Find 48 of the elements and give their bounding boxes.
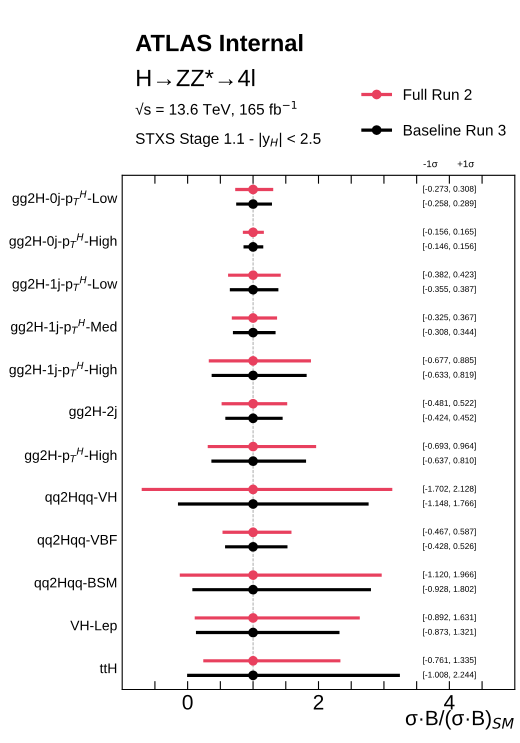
text: H→ZZ*→4l [137, 68, 254, 86]
annotation: [-0.677, 0.885] [423, 356, 476, 365]
annotation: [-0.325, 0.367] [423, 314, 476, 322]
annotation: [-0.258, 0.289] [423, 200, 476, 208]
y-tick-label: qq2Hqq-VBF [38, 534, 117, 548]
x-axis-title: σ·B/(σ·B)$_{SM}$ [406, 710, 514, 730]
annotation: [-0.637, 0.810] [423, 457, 476, 466]
legend-label: Full Run 2 [404, 88, 472, 100]
annotation: [-0.428, 0.526] [423, 542, 476, 551]
annotation: [-0.273, 0.308] [423, 186, 476, 194]
y-tick-label: qq2Hqq-VH [45, 492, 116, 505]
y-tick-label: gg2H-2j [69, 406, 116, 419]
y-tick-label: qq2Hqq-BSM [34, 578, 116, 590]
annotation: [-0.382, 0.423] [423, 271, 476, 280]
x-tick-label: 0 [182, 694, 193, 710]
annotation: [-0.146, 0.156] [423, 243, 476, 251]
text: -1σ [424, 160, 438, 168]
text: √s = 13.6 TeV, 165 fb$^{−1}$ [136, 100, 297, 117]
annotation: [-0.156, 0.165] [423, 228, 476, 236]
y-tick-label: gg2H-0j-p$_{T}$$^{H}$-High [9, 233, 116, 249]
annotation: [-0.873, 1.321] [423, 628, 476, 636]
text: +1σ [458, 160, 474, 168]
annotation: [-1.120, 1.966] [423, 571, 476, 579]
annotation: [-1.008, 2.244] [423, 671, 476, 680]
x-tick-label: 4 [444, 695, 455, 710]
annotation: [-0.308, 0.344] [423, 328, 476, 336]
y-tick-label: gg2H-p$_{T}$$^{H}$-High [24, 448, 116, 463]
annotation: [-1.702, 2.128] [423, 486, 476, 494]
legend-label: Baseline Run 3 [404, 124, 506, 136]
annotation: [-0.633, 0.819] [423, 372, 476, 380]
annotation: [-0.355, 0.387] [423, 286, 476, 294]
annotation: [-0.467, 0.587] [423, 528, 476, 536]
annotation: [-0.481, 0.522] [423, 400, 476, 408]
annotation: [-1.148, 1.766] [423, 500, 476, 508]
annotation: [-0.693, 0.964] [423, 442, 476, 450]
y-tick-label: gg2H-1j-p$_{T}$$^{H}$-High [9, 362, 116, 378]
annotation: [-0.892, 1.631] [423, 614, 476, 622]
chart-title: ATLAS Internal [136, 34, 302, 52]
y-tick-label: gg2H-1j-p$_{T}$$^{H}$-Low [12, 276, 118, 292]
y-tick-label: ttH [100, 664, 116, 674]
y-tick-label: gg2H-0j-p$_{T}$$^{H}$-Low [12, 190, 118, 206]
annotation: [-0.928, 1.802] [423, 586, 476, 594]
y-tick-label: VH-Lep [70, 620, 117, 634]
y-tick-label: gg2H-1j-p$_{T}$$^{H}$-Med [10, 319, 116, 334]
annotation: [-0.424, 0.452] [423, 414, 476, 422]
annotation: [-0.761, 1.335] [423, 656, 476, 665]
text: STXS Stage 1.1 - |y$_{H}$| < 2.5 [136, 132, 321, 148]
x-tick-label: 2 [314, 694, 324, 710]
